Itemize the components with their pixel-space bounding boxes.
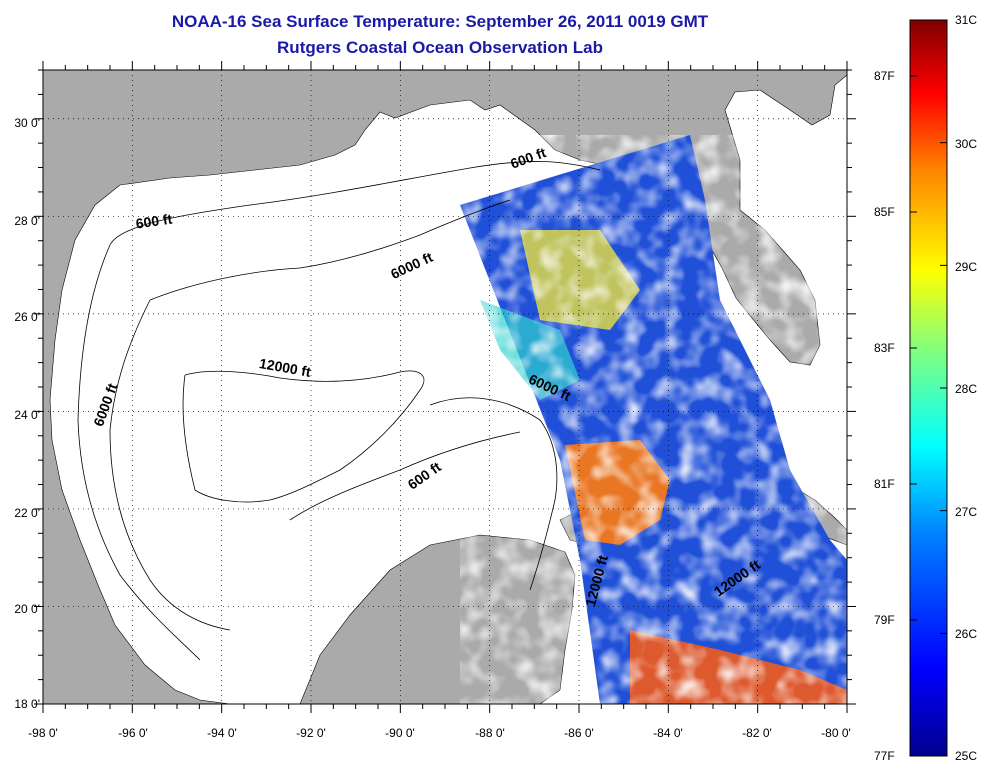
y-tick-label: 28 0' <box>14 214 40 228</box>
cb-celsius-label: 28C <box>955 382 978 396</box>
cb-fahrenheit-label: 83F <box>874 341 895 355</box>
x-tick-label: -92 0' <box>296 726 326 740</box>
cb-celsius-label: 25C <box>955 749 978 763</box>
cb-celsius-label: 29C <box>955 260 978 274</box>
x-tick-label: -80 0' <box>821 726 851 740</box>
cb-fahrenheit-label: 81F <box>874 477 895 491</box>
y-tick-label: 26 0' <box>14 310 40 324</box>
x-tick-label: -86 0' <box>564 726 594 740</box>
cb-fahrenheit-label: 85F <box>874 205 895 219</box>
cb-celsius-label: 26C <box>955 627 978 641</box>
swath-texture <box>460 135 847 704</box>
map-subtitle: Rutgers Coastal Ocean Observation Lab <box>277 38 603 57</box>
y-tick-label: 24 0' <box>14 408 40 422</box>
cb-celsius-label: 31C <box>955 13 978 27</box>
y-tick-label: 22 0' <box>14 506 40 520</box>
y-tick-label: 18 0' <box>14 697 40 711</box>
x-tick-label: -96 0' <box>118 726 148 740</box>
x-tick-label: -94 0' <box>207 726 237 740</box>
x-tick-label: -82 0' <box>742 726 772 740</box>
x-tick-label: -88 0' <box>475 726 505 740</box>
x-tick-label: -84 0' <box>653 726 683 740</box>
axis-ticks <box>34 61 856 713</box>
cb-fahrenheit-label: 87F <box>874 69 895 83</box>
colorbar-ticks <box>910 19 947 757</box>
cb-celsius-label: 27C <box>955 505 978 519</box>
y-tick-label: 20 0' <box>14 602 40 616</box>
lat-lon-grid <box>43 70 847 704</box>
contour-label: 600 ft <box>135 211 174 232</box>
cb-celsius-label: 30C <box>955 137 978 151</box>
y-tick-label: 30 0' <box>14 116 40 130</box>
cb-fahrenheit-label: 79F <box>874 613 895 627</box>
x-tick-label: -90 0' <box>385 726 415 740</box>
map-title: NOAA-16 Sea Surface Temperature: Septemb… <box>171 12 709 31</box>
bathymetry-contours <box>77 161 601 661</box>
cb-fahrenheit-label: 77F <box>874 749 895 763</box>
x-tick-label: -98 0' <box>28 726 58 740</box>
